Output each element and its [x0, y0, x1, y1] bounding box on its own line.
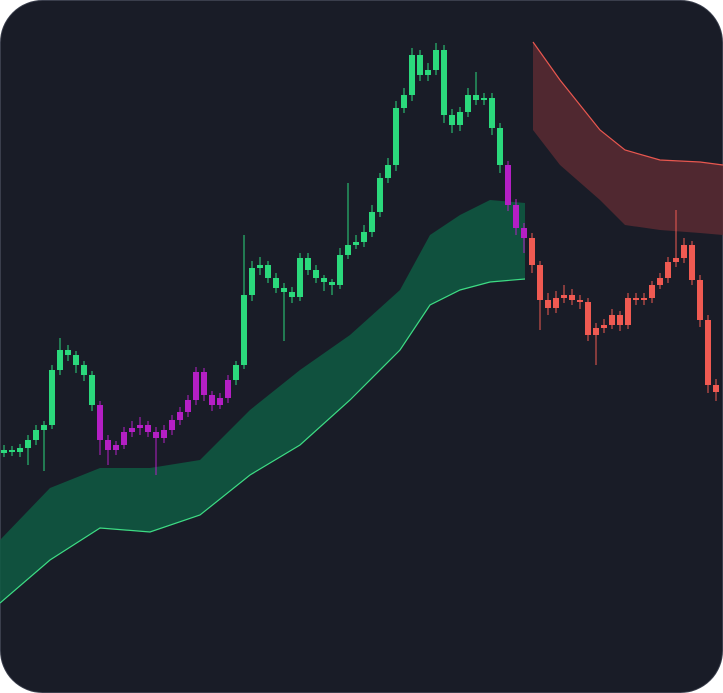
candle-body	[713, 385, 719, 392]
candle-body	[465, 95, 471, 112]
candle-body	[625, 298, 631, 325]
candle-body	[257, 265, 263, 268]
candle-body	[57, 350, 63, 370]
candle-body	[73, 355, 79, 365]
candle-body	[137, 425, 143, 428]
candle-body	[681, 245, 687, 258]
candle-body	[449, 115, 455, 125]
candle-body	[673, 258, 679, 262]
candle-body	[489, 98, 495, 128]
candle-body	[457, 112, 463, 125]
candle-body	[225, 380, 231, 398]
candle-body	[665, 262, 671, 278]
candle-body	[153, 432, 159, 438]
candle-body	[185, 400, 191, 412]
candle-body	[201, 372, 207, 395]
plot-area	[0, 41, 723, 604]
candle-body	[177, 412, 183, 420]
candle-body	[97, 405, 103, 440]
candle-body	[585, 302, 591, 335]
candle-body	[553, 298, 559, 308]
candle-body	[169, 420, 175, 430]
candle-body	[25, 440, 31, 448]
candle-body	[537, 265, 543, 300]
candle-body	[417, 55, 423, 75]
candle-body	[425, 70, 431, 75]
candle-body	[473, 95, 479, 100]
candle-body	[617, 315, 623, 325]
band-area	[0, 200, 525, 603]
candle-body	[649, 285, 655, 298]
candle-body	[241, 295, 247, 365]
candle-body	[545, 300, 551, 308]
candle-body	[41, 425, 47, 430]
candle-body	[345, 245, 351, 255]
candle-body	[329, 282, 335, 285]
candle-body	[609, 315, 615, 325]
candle-body	[353, 242, 359, 245]
band-edge	[532, 41, 723, 166]
candle-body	[529, 238, 535, 265]
candle-body	[265, 265, 271, 278]
candle-body	[217, 398, 223, 405]
candle-body	[281, 288, 287, 292]
candle-body	[433, 50, 439, 70]
candle-body	[705, 320, 711, 385]
candle-body	[89, 375, 95, 405]
candle-body	[441, 50, 447, 115]
candle-body	[113, 445, 119, 450]
candle-body	[505, 165, 511, 205]
candle-body	[9, 450, 15, 452]
candle-body	[377, 178, 383, 212]
candle-body	[601, 325, 607, 328]
candle-body	[361, 232, 367, 242]
candle-body	[337, 255, 343, 285]
candle-body	[577, 300, 583, 302]
candle-body	[145, 425, 151, 432]
candle-body	[17, 448, 23, 452]
candle-body	[249, 268, 255, 295]
candle-body	[385, 165, 391, 178]
candle-body	[81, 365, 87, 375]
candle-body	[657, 278, 663, 285]
candle-body	[121, 432, 127, 445]
candle-body	[297, 258, 303, 297]
candle-body	[209, 395, 215, 405]
candle-body	[569, 295, 575, 300]
candle-body	[697, 280, 703, 320]
candle-body	[633, 298, 639, 300]
candle-body	[273, 278, 279, 288]
candle-body	[393, 108, 399, 165]
candle-body	[49, 370, 55, 425]
candle-body	[193, 372, 199, 400]
candle-body	[233, 365, 239, 380]
candle-body	[521, 228, 527, 238]
candle-body	[561, 295, 567, 298]
candle-body	[65, 350, 71, 355]
candle-body	[513, 205, 519, 228]
candle-body	[105, 440, 111, 450]
candle-body	[161, 430, 167, 438]
band-edge	[0, 278, 526, 604]
candle-body	[289, 292, 295, 297]
candle-body	[129, 428, 135, 432]
candle-body	[409, 55, 415, 95]
candle-body	[497, 128, 503, 165]
candle-body	[689, 245, 695, 280]
candle-body	[641, 298, 647, 300]
candle-body	[305, 258, 311, 270]
band-area	[533, 42, 723, 235]
candle-body	[321, 278, 327, 282]
candle-body	[313, 270, 319, 278]
candle-body	[401, 95, 407, 108]
candle-body	[33, 430, 39, 440]
candle-body	[369, 212, 375, 232]
candle-body	[1, 450, 7, 453]
candle-body	[481, 98, 487, 100]
candle-body	[593, 328, 599, 335]
